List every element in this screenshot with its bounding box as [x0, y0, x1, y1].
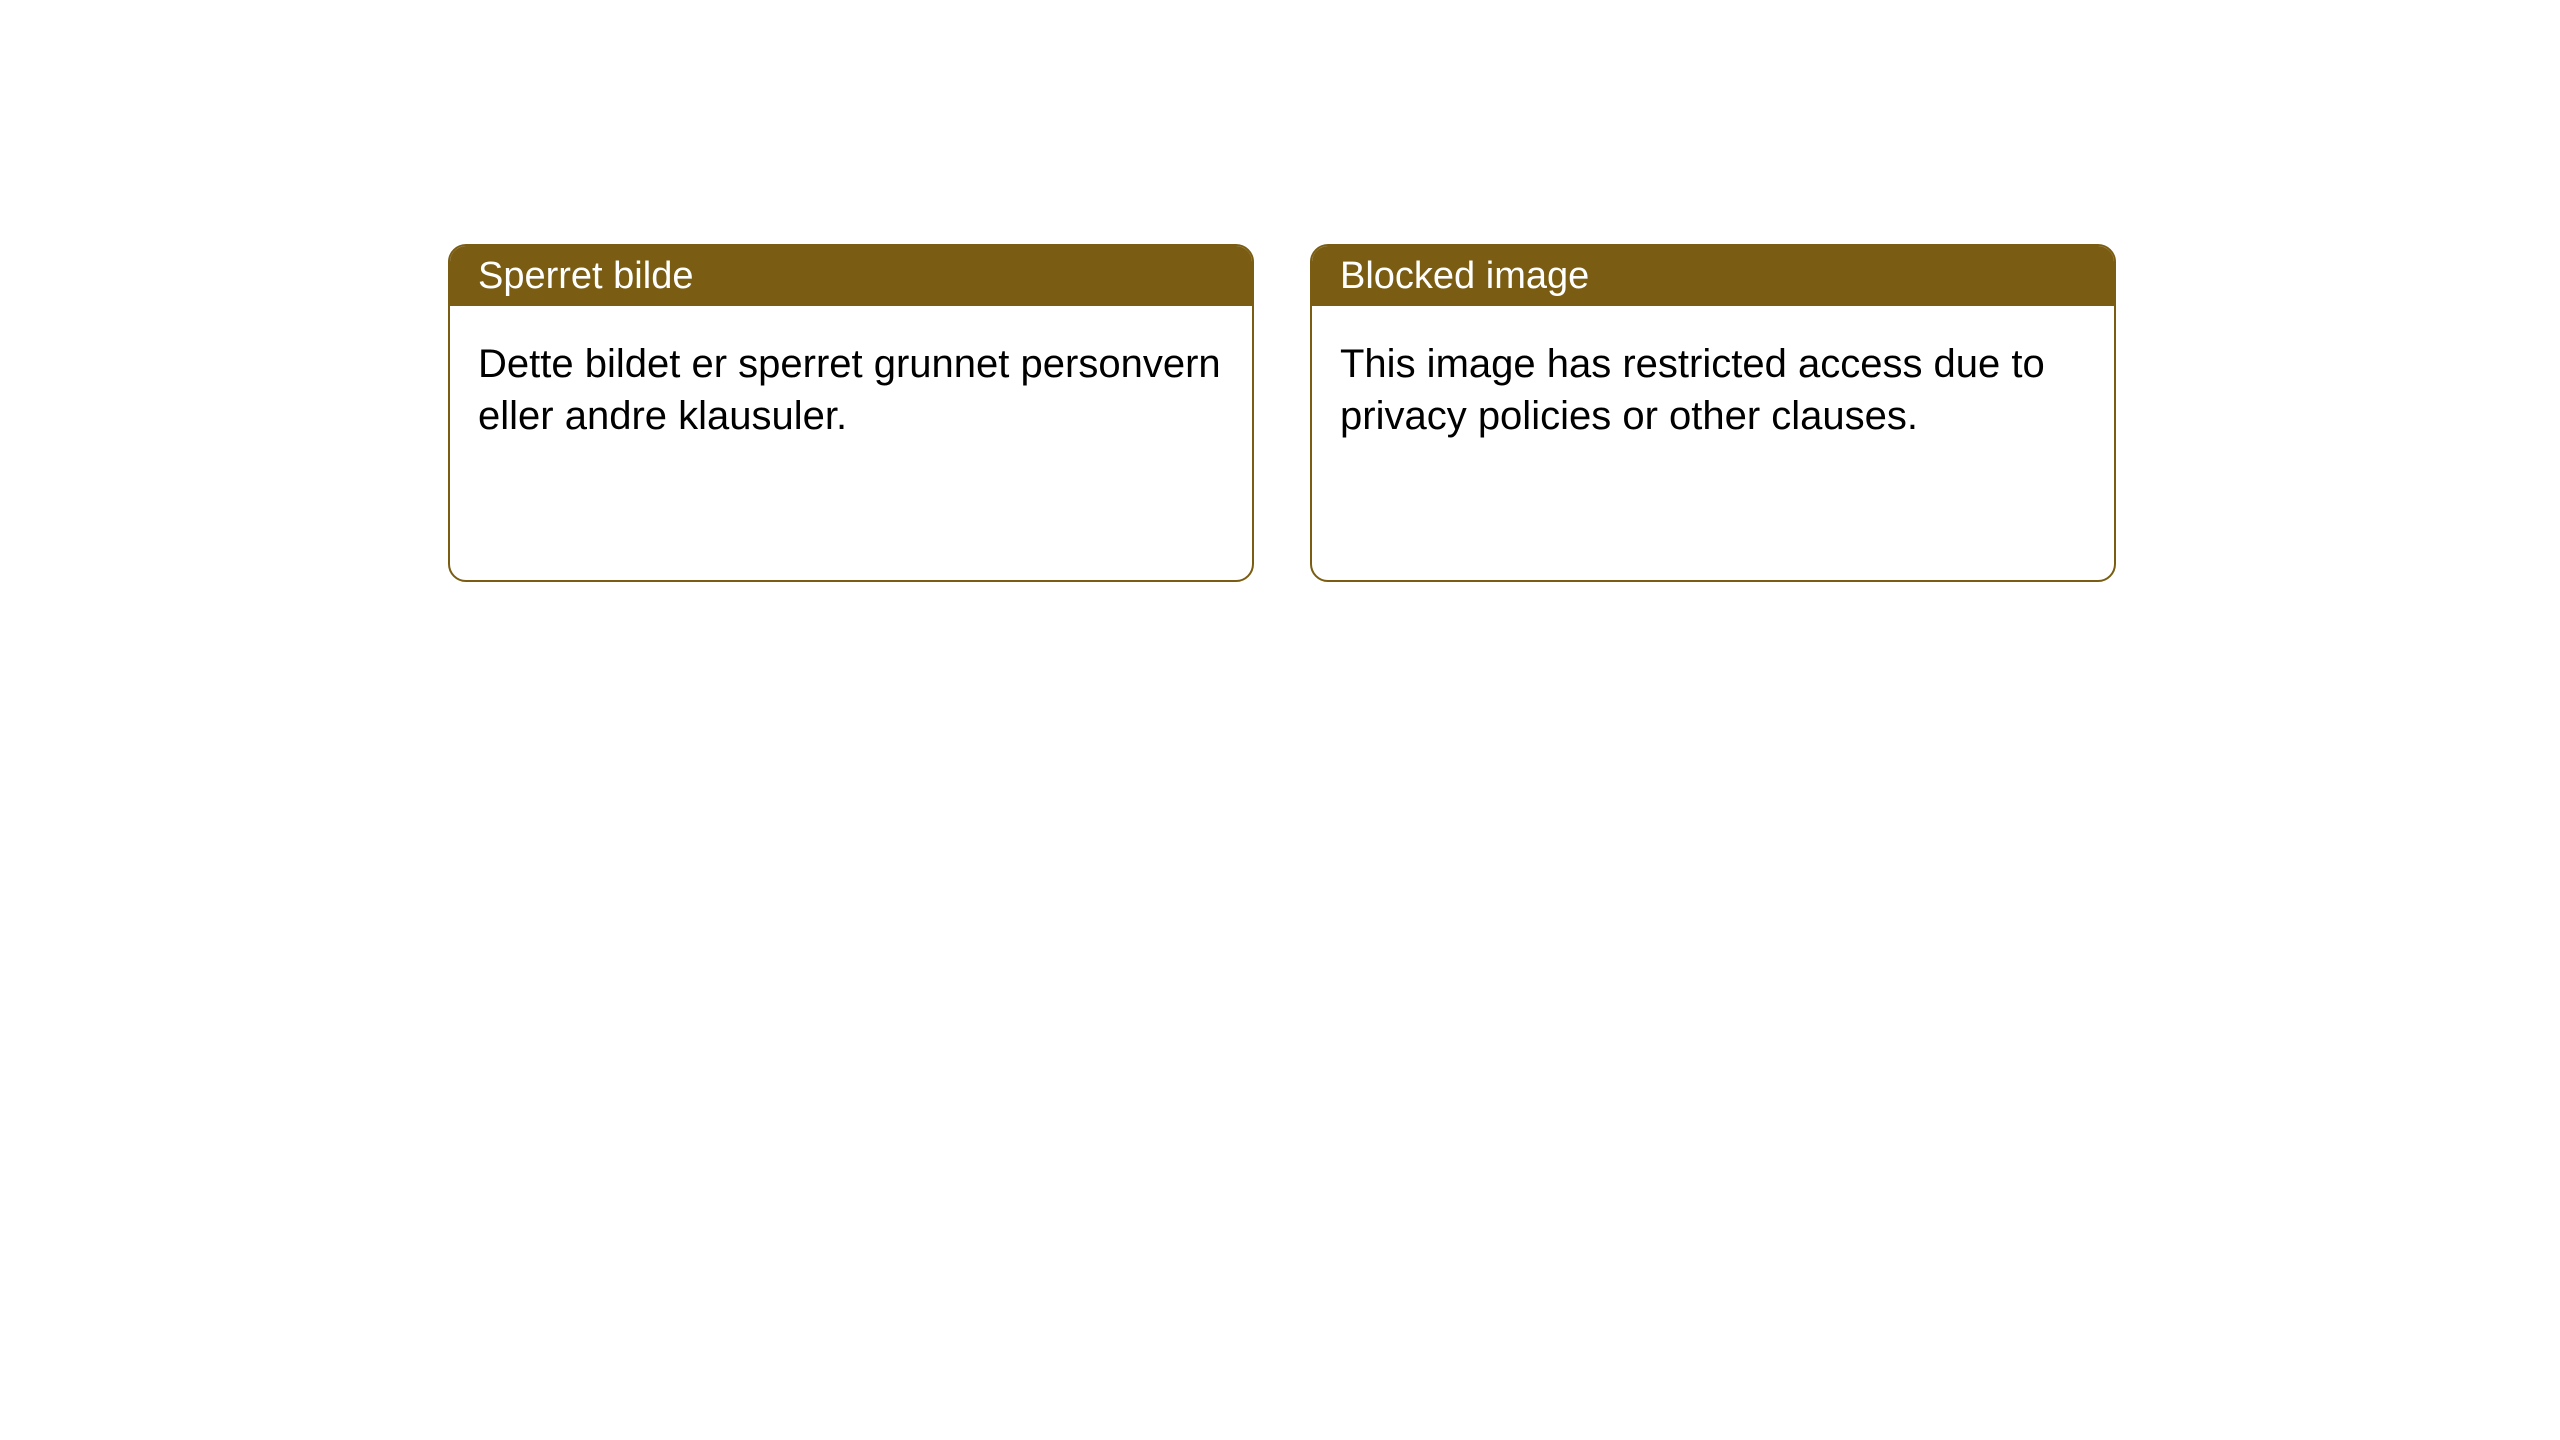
notice-body-norwegian: Dette bildet er sperret grunnet personve…: [450, 306, 1252, 474]
notice-container: Sperret bilde Dette bildet er sperret gr…: [0, 0, 2560, 582]
notice-card-norwegian: Sperret bilde Dette bildet er sperret gr…: [448, 244, 1254, 582]
notice-title-english: Blocked image: [1312, 246, 2114, 306]
notice-card-english: Blocked image This image has restricted …: [1310, 244, 2116, 582]
notice-body-english: This image has restricted access due to …: [1312, 306, 2114, 474]
notice-title-norwegian: Sperret bilde: [450, 246, 1252, 306]
